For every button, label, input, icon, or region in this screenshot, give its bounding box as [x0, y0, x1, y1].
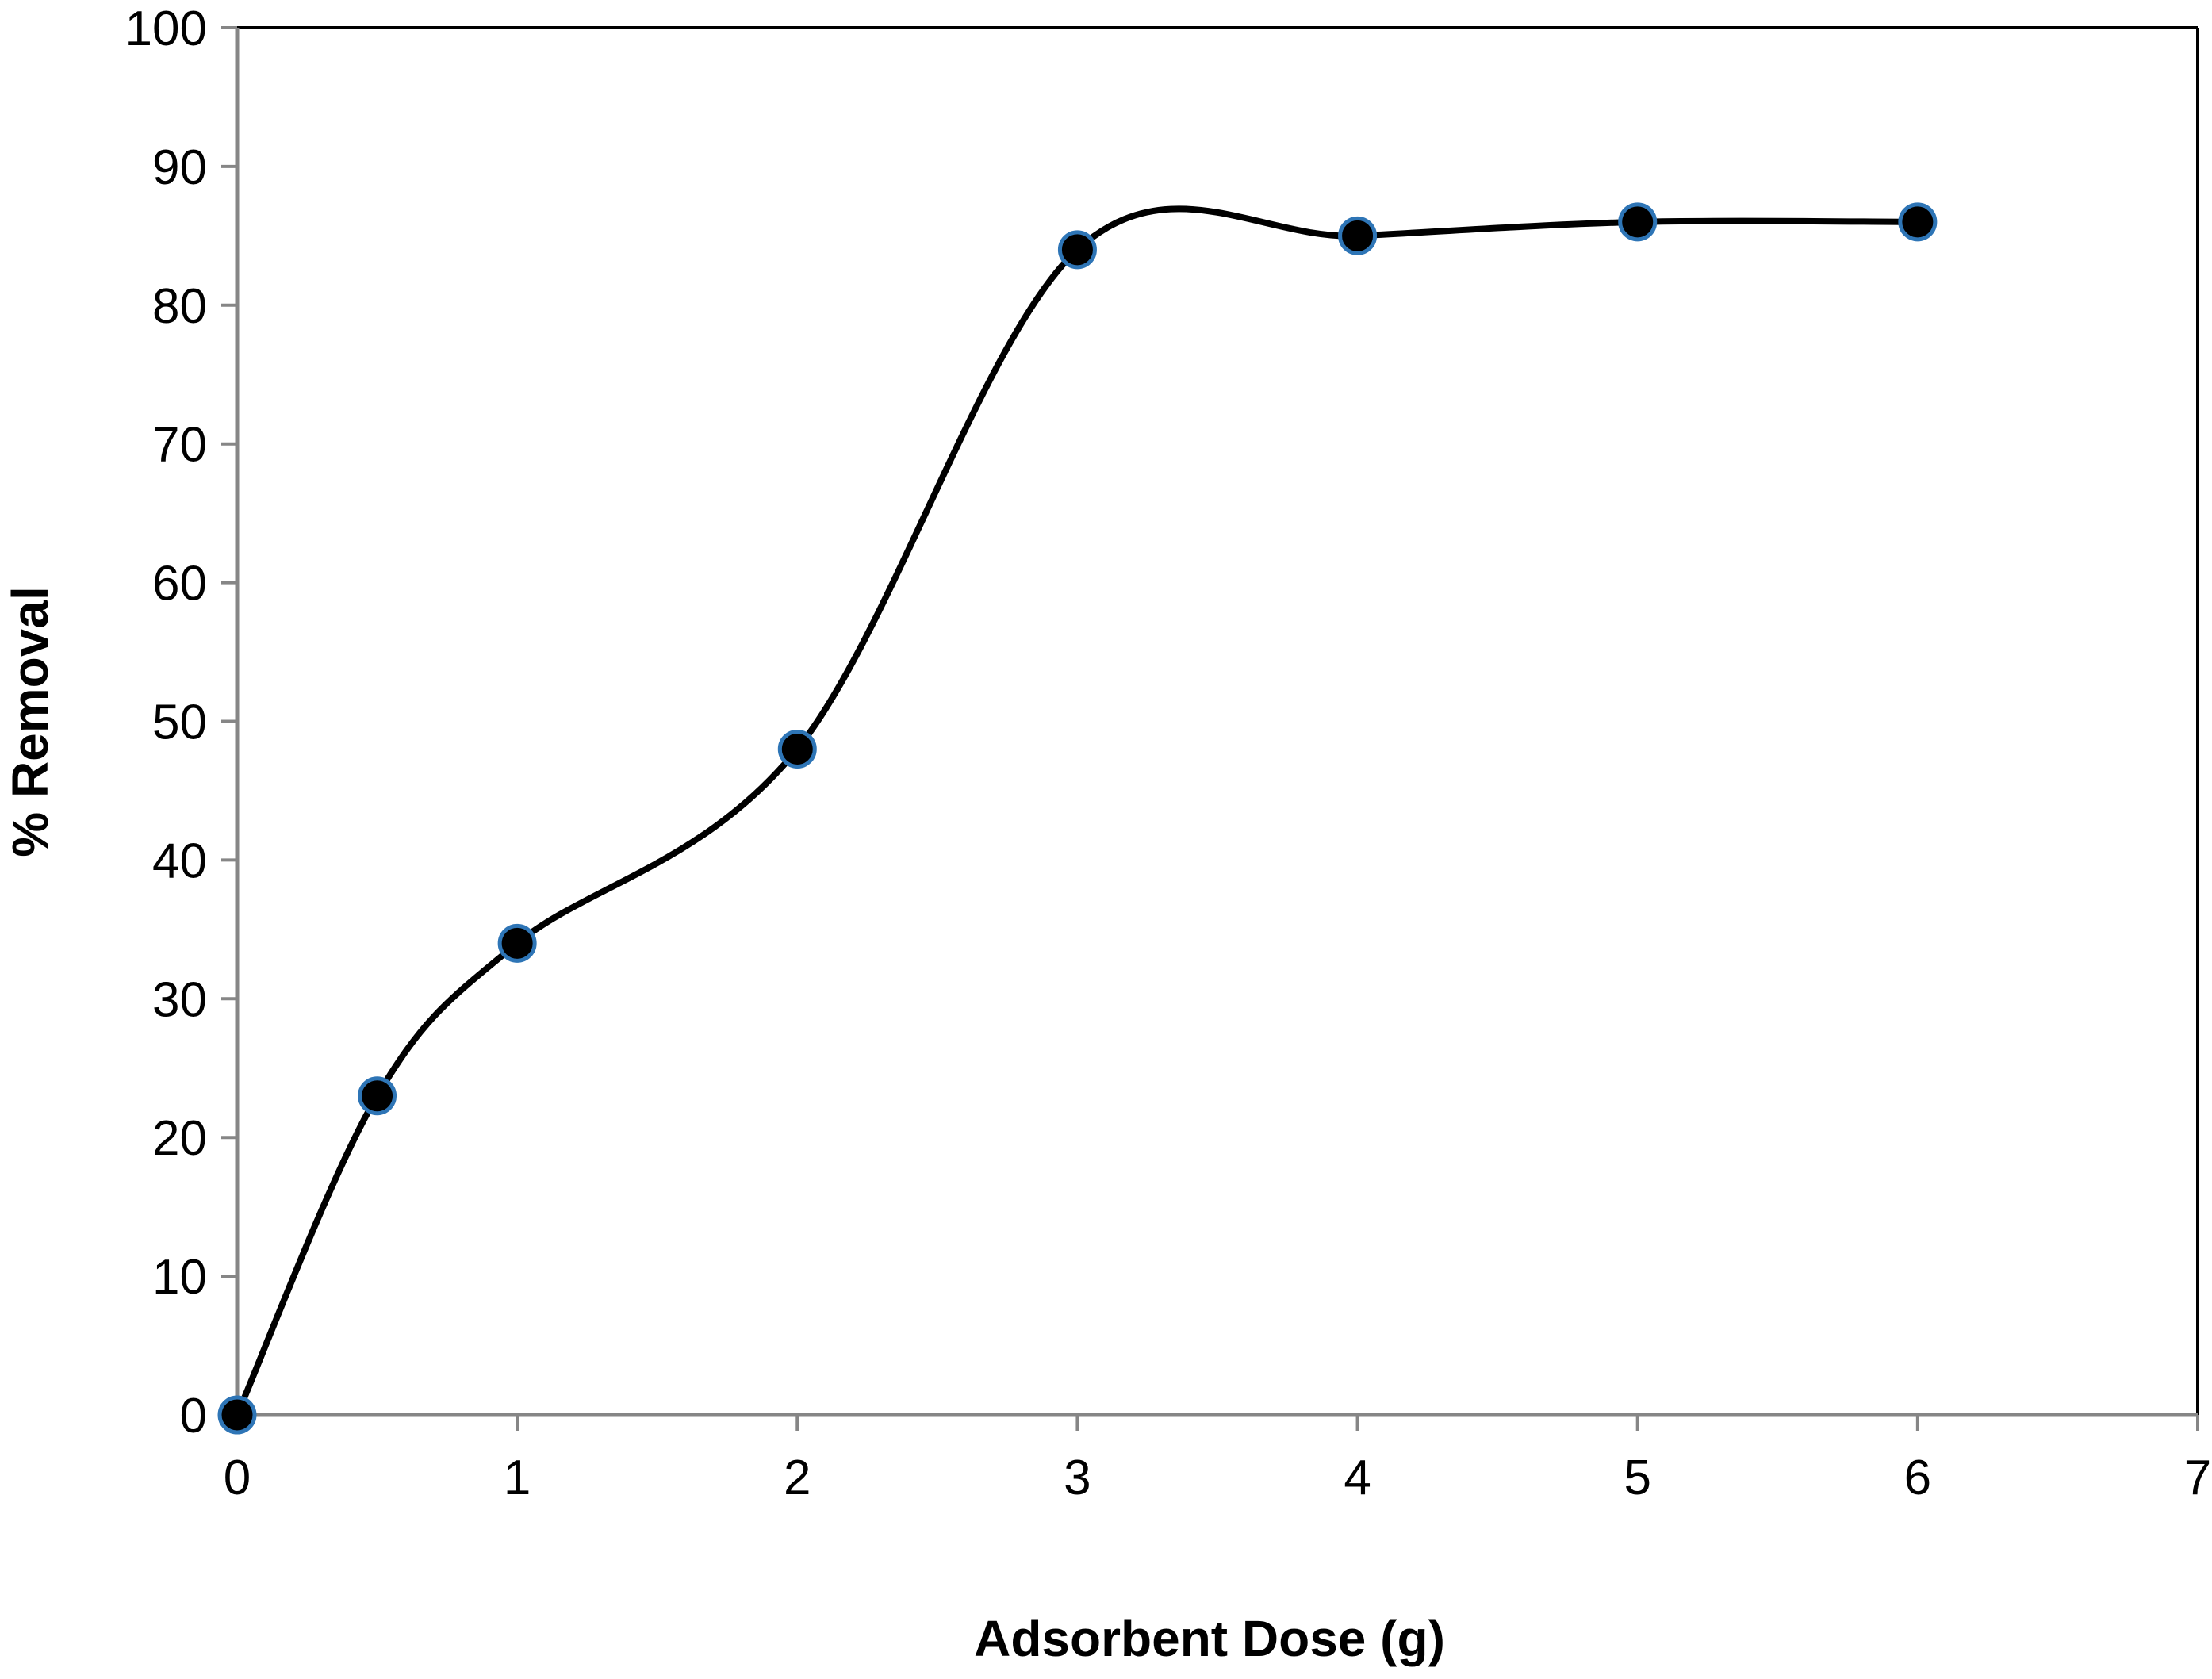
y-tick-label: 70 [152, 418, 207, 473]
y-axis-title: % Removal [2, 586, 59, 857]
y-tick-label: 30 [152, 972, 207, 1027]
x-tick-label: 3 [1064, 1451, 1091, 1505]
y-tick-label: 80 [152, 279, 207, 334]
data-point [1898, 202, 1938, 242]
y-tick-label: 100 [125, 2, 207, 56]
x-tick-label: 4 [1344, 1451, 1371, 1505]
data-point [1338, 216, 1378, 255]
tick-labels: 0 10 20 30 40 50 60 70 80 90 100 0 1 2 3 4 5 6 7 [125, 2, 2212, 1505]
data-point [1057, 230, 1097, 270]
x-tick-label: 2 [784, 1451, 811, 1505]
data-point [777, 729, 817, 769]
x-tick-label: 7 [2184, 1451, 2211, 1505]
series-line [234, 205, 1921, 1418]
data-point [217, 1395, 257, 1435]
x-tick-label: 1 [504, 1451, 531, 1505]
y-tick-label: 0 [180, 1389, 207, 1443]
series [217, 202, 1938, 1435]
y-tick-label: 90 [152, 140, 207, 195]
x-tick-label: 5 [1624, 1451, 1650, 1505]
axes [221, 26, 2199, 1431]
data-point [358, 1076, 397, 1116]
x-tick-label: 0 [224, 1451, 251, 1505]
y-tick-label: 20 [152, 1111, 207, 1166]
y-tick-label: 10 [152, 1250, 207, 1305]
data-point [1618, 202, 1658, 242]
y-tick-label: 40 [152, 834, 207, 888]
x-axis-title: Adsorbent Dose (g) [974, 1610, 1445, 1667]
y-tick-label: 60 [152, 557, 207, 611]
data-point [497, 923, 537, 963]
x-tick-label: 6 [1904, 1451, 1931, 1505]
y-tick-label: 50 [152, 696, 207, 750]
